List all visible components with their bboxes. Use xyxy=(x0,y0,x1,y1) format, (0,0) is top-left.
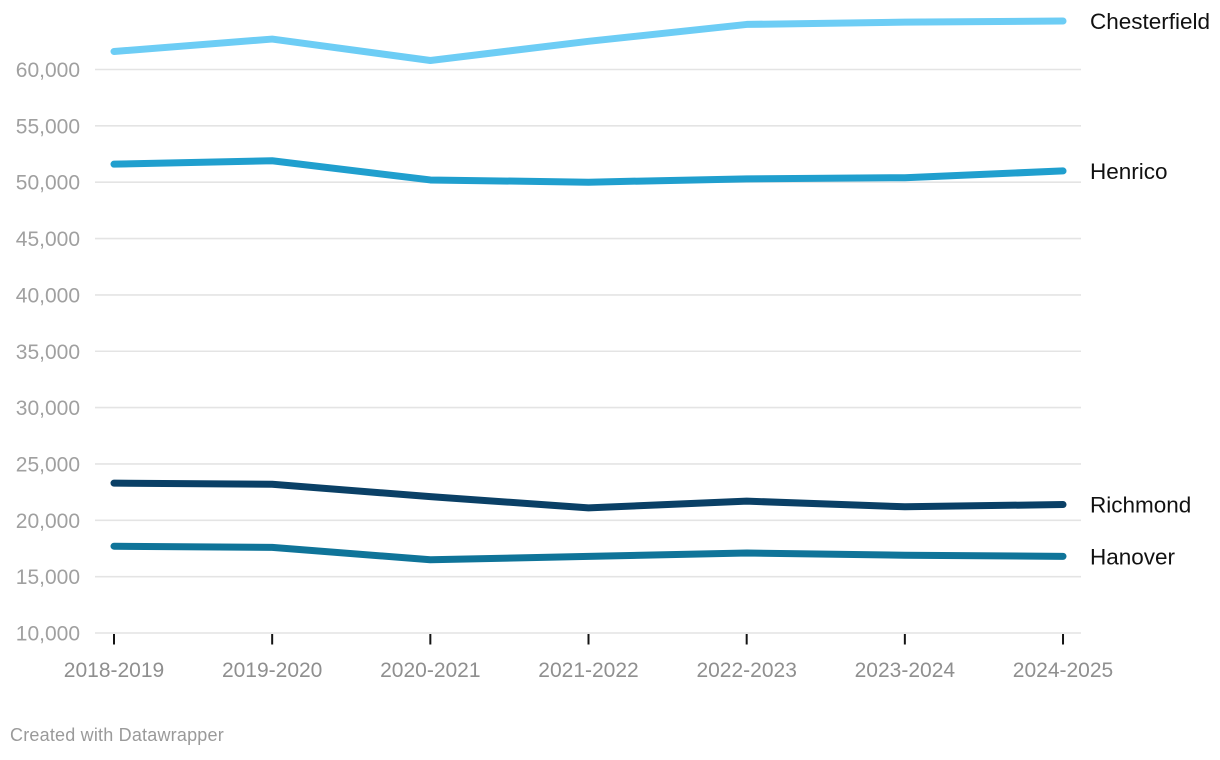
series-line-hanover xyxy=(110,542,1067,564)
y-tick-label: 20,000 xyxy=(16,510,80,533)
series-line-henrico xyxy=(110,157,1067,186)
y-tick-label: 35,000 xyxy=(16,341,80,364)
y-tick-label: 10,000 xyxy=(16,623,80,646)
x-tick-label: 2018-2019 xyxy=(64,659,164,682)
y-tick-label: 60,000 xyxy=(16,59,80,82)
series-label-henrico: Henrico xyxy=(1090,159,1168,184)
series-line-chesterfield xyxy=(110,17,1067,64)
y-tick-label: 50,000 xyxy=(16,172,80,195)
x-tick-label: 2023-2024 xyxy=(855,659,956,682)
x-tick-label: 2020-2021 xyxy=(380,659,480,682)
x-tick-label: 2024-2025 xyxy=(1013,659,1113,682)
datawrapper-credit: Created with Datawrapper xyxy=(10,725,224,745)
y-tick-label: 25,000 xyxy=(16,453,80,476)
x-tick-label: 2022-2023 xyxy=(696,659,796,682)
y-tick-label: 55,000 xyxy=(16,115,80,138)
x-tick-label: 2019-2020 xyxy=(222,659,322,682)
x-tick-label: 2021-2022 xyxy=(538,659,638,682)
series-label-chesterfield: Chesterfield xyxy=(1090,9,1210,34)
series-label-hanover: Hanover xyxy=(1090,544,1176,569)
series-line-richmond xyxy=(110,479,1067,512)
line-chart: 10,000 15,000 20,000 25,000 30,000 35,000 40,0… xyxy=(16,9,1210,682)
y-tick-label: 40,000 xyxy=(16,284,80,307)
y-tick-label: 45,000 xyxy=(16,228,80,251)
y-tick-label: 30,000 xyxy=(16,397,80,420)
series-label-richmond: Richmond xyxy=(1090,493,1191,518)
y-tick-label: 15,000 xyxy=(16,566,80,589)
